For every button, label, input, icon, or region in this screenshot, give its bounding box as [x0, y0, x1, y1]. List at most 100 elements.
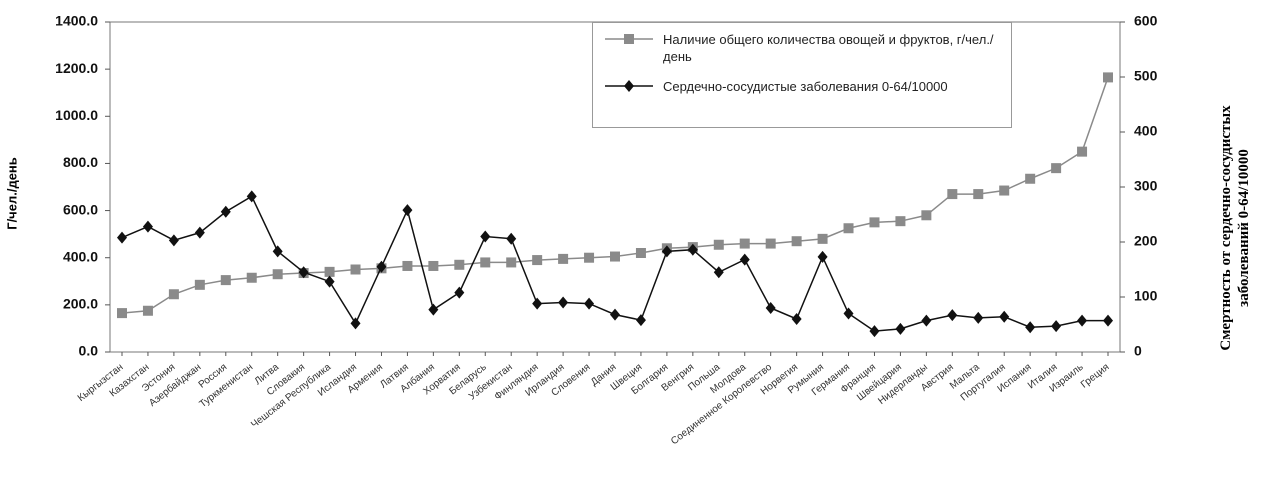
data-point: [480, 230, 491, 243]
data-point: [765, 238, 776, 249]
data-point: [558, 296, 569, 309]
y-tick-label: 1200.0: [55, 60, 98, 76]
legend-marker: [624, 34, 634, 44]
data-point: [713, 266, 724, 279]
y2-tick-label: 200: [1134, 233, 1158, 249]
data-point: [142, 305, 153, 316]
legend-marker: [624, 80, 634, 92]
data-point: [142, 220, 153, 233]
data-point: [843, 223, 854, 234]
legend-label: Наличие общего количества овощей и фрукт…: [663, 32, 994, 64]
data-point: [610, 251, 620, 262]
data-point: [973, 189, 984, 200]
data-point: [765, 302, 776, 314]
data-point: [1025, 173, 1036, 184]
data-point: [1103, 314, 1113, 327]
data-point: [298, 266, 309, 279]
data-point: [324, 266, 335, 277]
data-point: [1051, 320, 1062, 333]
data-point: [895, 216, 906, 227]
data-point: [921, 314, 932, 327]
y-tick-label: 1400.0: [55, 13, 98, 29]
data-point: [921, 210, 932, 221]
data-point: [739, 238, 750, 249]
data-point: [480, 257, 491, 268]
legend-label: Сердечно-сосудистые заболевания 0-64/100…: [663, 79, 948, 94]
data-point: [817, 250, 828, 263]
data-point: [454, 259, 465, 270]
data-point: [817, 233, 828, 244]
data-point: [869, 217, 880, 228]
data-point: [843, 307, 854, 320]
data-point: [168, 289, 179, 300]
data-point: [584, 252, 595, 263]
data-point: [220, 205, 231, 218]
data-point: [1051, 163, 1062, 174]
data-point: [246, 190, 257, 203]
data-point: [117, 308, 127, 319]
y2-tick-label: 400: [1134, 123, 1158, 139]
data-point: [194, 279, 205, 290]
data-point: [246, 272, 257, 283]
data-point: [532, 297, 543, 310]
data-point: [791, 313, 802, 325]
legend: Наличие общего количества овощей и фрукт…: [592, 22, 1012, 128]
data-point: [428, 303, 439, 316]
data-point: [713, 239, 724, 250]
data-point: [895, 322, 906, 335]
data-point: [220, 275, 231, 286]
data-point: [272, 269, 283, 280]
data-point: [194, 226, 205, 239]
y2-tick-label: 0: [1134, 343, 1142, 359]
data-point: [739, 253, 750, 266]
y2-tick-label: 300: [1134, 178, 1158, 194]
data-point: [532, 255, 543, 266]
data-point: [635, 248, 646, 258]
data-point: [1077, 314, 1088, 327]
data-point: [1103, 72, 1113, 83]
data-point: [687, 243, 698, 256]
data-point: [1077, 146, 1088, 157]
data-point: [869, 325, 880, 338]
data-point: [610, 308, 620, 321]
data-point: [584, 297, 595, 310]
y-axis-title: Г/чел./день: [4, 157, 20, 230]
y2-tick-label: 100: [1134, 288, 1158, 304]
y-tick-label: 400.0: [63, 248, 98, 264]
data-point: [999, 185, 1010, 196]
data-point: [376, 260, 387, 273]
data-point: [350, 317, 361, 330]
y-tick-label: 1000.0: [55, 107, 98, 123]
data-point: [324, 275, 335, 288]
data-point: [428, 260, 439, 271]
y-tick-label: 200.0: [63, 296, 98, 312]
y-tick-label: 800.0: [63, 154, 98, 170]
data-point: [635, 314, 646, 327]
data-point: [272, 245, 283, 258]
data-point: [350, 264, 361, 275]
data-point: [168, 234, 179, 247]
data-point: [454, 286, 465, 299]
data-point: [791, 236, 802, 247]
legend-swatches: [605, 34, 653, 92]
data-point: [947, 189, 958, 200]
data-point: [999, 310, 1010, 323]
data-point: [402, 260, 413, 271]
data-point: [506, 257, 517, 268]
data-point: [558, 253, 569, 264]
data-point: [117, 231, 127, 244]
y2-axis-title: Смертность от сердечно-сосудистых заболе…: [1218, 105, 1252, 351]
data-point: [506, 232, 517, 245]
y2-tick-label: 500: [1134, 68, 1158, 84]
y-tick-label: 0.0: [79, 343, 99, 359]
data-point: [947, 309, 958, 322]
data-point: [973, 311, 984, 324]
y-tick-label: 600.0: [63, 201, 98, 217]
x-tick-label: Греция: [1079, 362, 1112, 391]
data-point: [402, 204, 413, 217]
y2-tick-label: 600: [1134, 13, 1158, 29]
data-point: [661, 245, 672, 258]
data-point: [1025, 321, 1036, 334]
